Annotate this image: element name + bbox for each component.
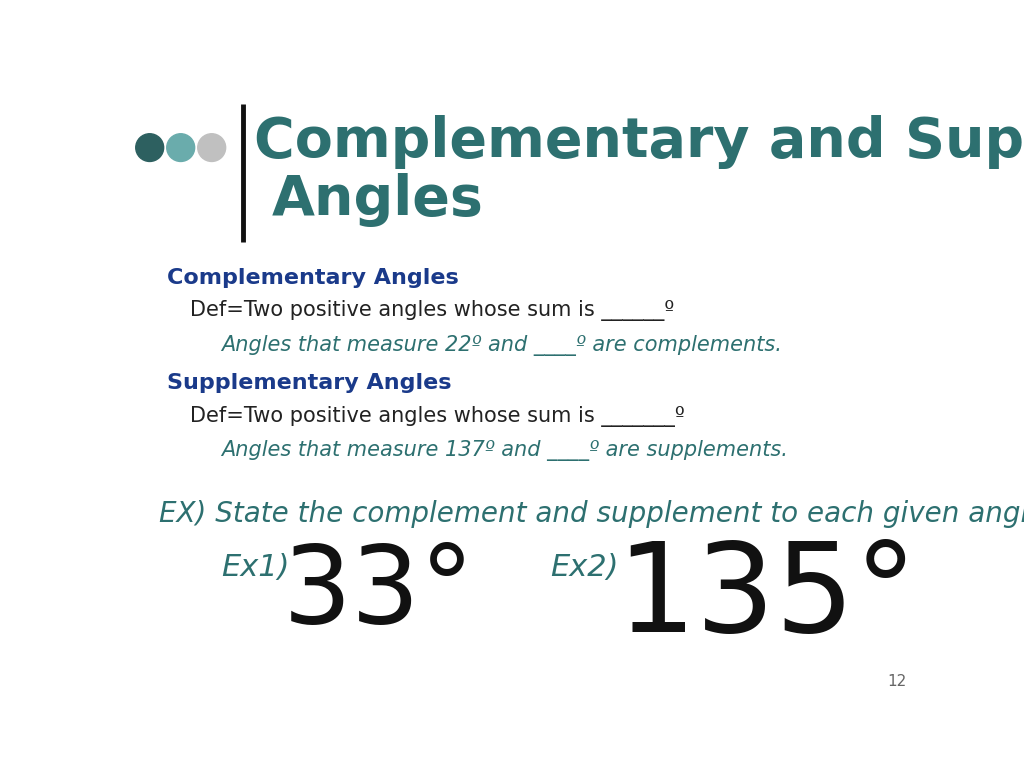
Text: 12: 12: [888, 674, 907, 688]
Text: Def=Two positive angles whose sum is _______º: Def=Two positive angles whose sum is ___…: [190, 406, 685, 426]
Text: Angles that measure 137º and ____º are supplements.: Angles that measure 137º and ____º are s…: [221, 440, 787, 462]
Text: Ex2): Ex2): [550, 553, 618, 581]
Text: Supplementary Angles: Supplementary Angles: [167, 373, 452, 393]
Text: Ex1): Ex1): [221, 553, 290, 581]
Text: Def=Two positive angles whose sum is ______º: Def=Two positive angles whose sum is ___…: [190, 300, 674, 321]
Text: Complementary Angles: Complementary Angles: [167, 268, 459, 288]
Text: 135°: 135°: [616, 538, 918, 658]
Text: Angles: Angles: [271, 173, 483, 227]
Text: Complementary and Supplementary: Complementary and Supplementary: [254, 115, 1024, 169]
Text: 33°: 33°: [283, 541, 475, 647]
Text: EX) State the complement and supplement to each given angle.: EX) State the complement and supplement …: [159, 500, 1024, 528]
Circle shape: [136, 134, 164, 161]
Circle shape: [167, 134, 195, 161]
Circle shape: [198, 134, 225, 161]
Text: Angles that measure 22º and ____º are complements.: Angles that measure 22º and ____º are co…: [221, 335, 782, 356]
